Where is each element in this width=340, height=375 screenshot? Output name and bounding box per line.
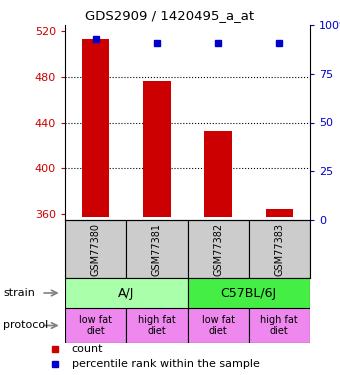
Bar (65, 308, 126, 343)
Bar (204, 130, 232, 216)
Bar (126, 220, 187, 278)
Bar (187, 220, 249, 278)
Text: protocol: protocol (3, 321, 49, 330)
Text: high fat
diet: high fat diet (138, 315, 176, 336)
Text: A/J: A/J (118, 286, 134, 300)
Bar (65, 220, 126, 278)
Text: low fat
diet: low fat diet (79, 315, 112, 336)
Text: GSM77381: GSM77381 (152, 222, 162, 276)
Text: GSM77383: GSM77383 (274, 222, 284, 276)
Text: GDS2909 / 1420495_a_at: GDS2909 / 1420495_a_at (85, 9, 255, 22)
Bar (143, 81, 171, 216)
Text: percentile rank within the sample: percentile rank within the sample (72, 359, 260, 369)
Bar (249, 308, 310, 343)
Text: GSM77382: GSM77382 (213, 222, 223, 276)
Text: GSM77380: GSM77380 (91, 222, 101, 276)
Bar (82, 39, 109, 216)
Bar (65, 278, 187, 308)
Text: strain: strain (3, 288, 35, 298)
Text: high fat
diet: high fat diet (260, 315, 298, 336)
Text: C57BL/6J: C57BL/6J (221, 286, 277, 300)
Bar (249, 220, 310, 278)
Bar (266, 209, 293, 216)
Text: low fat
diet: low fat diet (202, 315, 235, 336)
Bar (126, 308, 187, 343)
Bar (187, 308, 249, 343)
Text: count: count (72, 344, 103, 354)
Bar (187, 278, 310, 308)
